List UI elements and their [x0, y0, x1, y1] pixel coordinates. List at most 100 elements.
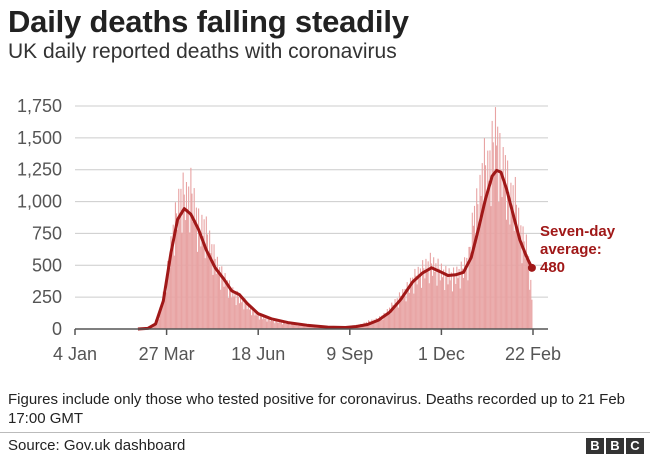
daily-death-bar: [254, 315, 256, 329]
daily-death-bar: [518, 207, 520, 329]
daily-death-bar: [380, 318, 382, 329]
daily-death-bar: [459, 288, 461, 329]
daily-death-bar: [236, 290, 238, 329]
daily-death-bar: [179, 212, 181, 329]
daily-death-bar: [393, 308, 395, 329]
daily-death-bar: [230, 288, 232, 329]
daily-death-bar: [284, 322, 286, 329]
daily-death-bar: [487, 150, 489, 329]
daily-death-bar: [458, 268, 460, 329]
chart-title: Daily deaths falling steadily: [8, 4, 409, 39]
daily-death-bar: [260, 316, 263, 329]
daily-death-bar: [450, 272, 452, 329]
daily-death-bar: [199, 229, 201, 329]
daily-death-bar: [529, 289, 531, 329]
daily-death-bar: [202, 236, 204, 329]
daily-death-bar: [484, 165, 487, 329]
daily-death-bar: [280, 321, 282, 329]
daily-death-bar: [405, 301, 407, 329]
daily-death-bar: [196, 251, 199, 329]
daily-death-bar: [245, 303, 247, 329]
daily-death-bar: [164, 281, 167, 329]
daily-death-bar: [414, 268, 416, 329]
daily-death-bar: [180, 188, 182, 329]
daily-death-bar: [243, 309, 245, 329]
bbc-logo-letter: B: [586, 438, 604, 454]
daily-death-bar: [481, 163, 483, 329]
daily-death-bar: [187, 208, 189, 329]
daily-death-bar: [198, 208, 200, 329]
daily-death-bar: [457, 278, 459, 329]
daily-death-bar: [465, 269, 467, 329]
daily-death-bar: [452, 267, 455, 329]
daily-death-bar: [248, 309, 250, 329]
daily-death-bar: [295, 324, 297, 329]
daily-death-bar: [160, 305, 162, 329]
daily-death-bar: [268, 319, 270, 329]
daily-death-bar: [315, 326, 317, 329]
daily-death-bar: [384, 313, 386, 329]
daily-death-bar: [402, 289, 404, 329]
daily-death-bar: [443, 269, 445, 329]
footnote: Figures include only those who tested po…: [8, 391, 626, 427]
daily-death-bar: [162, 291, 164, 329]
daily-death-bar: [286, 322, 288, 329]
daily-death-bar: [174, 202, 176, 329]
daily-death-bar: [500, 169, 502, 329]
daily-death-bar: [496, 145, 498, 329]
daily-death-bar: [437, 258, 439, 329]
daily-death-bar: [477, 204, 479, 329]
daily-death-bar: [281, 324, 284, 329]
daily-death-bar: [429, 252, 431, 329]
daily-death-bar: [523, 241, 525, 329]
daily-death-bar: [472, 225, 474, 329]
daily-death-bar: [419, 268, 421, 329]
daily-death-bar: [520, 225, 522, 329]
daily-death-bar: [167, 260, 169, 329]
daily-death-bar: [299, 324, 301, 329]
daily-death-bar: [211, 244, 213, 329]
daily-death-bar: [235, 305, 237, 329]
daily-death-bar: [223, 286, 225, 329]
daily-death-bar: [171, 246, 173, 329]
daily-death-bar: [207, 254, 210, 329]
daily-death-bar: [499, 132, 501, 329]
daily-death-bar: [418, 278, 420, 329]
y-tick-label: 1,250: [17, 160, 62, 180]
daily-death-bar: [185, 181, 188, 329]
daily-death-bar: [395, 303, 397, 329]
daily-death-bar: [531, 299, 533, 329]
daily-death-bar: [503, 181, 505, 329]
daily-death-bar: [277, 322, 279, 329]
seven-day-average-line: [137, 168, 534, 331]
daily-death-bar: [464, 257, 466, 329]
daily-death-bar: [258, 319, 260, 329]
daily-death-bar: [205, 216, 207, 329]
daily-death-bar: [296, 324, 298, 329]
daily-death-bar: [445, 265, 447, 329]
daily-death-bar: [217, 273, 220, 329]
daily-death-bar: [276, 321, 278, 329]
daily-death-bar: [412, 277, 414, 329]
daily-death-bar: [381, 315, 383, 329]
daily-death-bar: [183, 194, 185, 329]
daily-death-bar: [263, 315, 265, 329]
daily-deaths-bars: [138, 107, 533, 329]
daily-death-bar: [473, 205, 476, 329]
daily-death-bar: [252, 307, 254, 329]
daily-death-bar: [274, 323, 276, 329]
daily-death-bar: [270, 318, 272, 329]
daily-death-bar: [287, 323, 289, 329]
daily-death-bar: [392, 304, 394, 329]
daily-death-bar: [232, 287, 234, 329]
daily-death-bar: [309, 325, 311, 329]
daily-death-bar: [275, 319, 277, 329]
daily-death-bar: [509, 224, 511, 329]
bbc-logo-letter: C: [626, 438, 644, 454]
daily-death-bar: [253, 311, 255, 329]
daily-death-bar: [400, 295, 402, 329]
y-tick-label: 1,000: [17, 192, 62, 212]
daily-death-bar: [279, 322, 281, 329]
daily-death-bar: [455, 283, 457, 329]
daily-death-bar: [475, 245, 477, 329]
